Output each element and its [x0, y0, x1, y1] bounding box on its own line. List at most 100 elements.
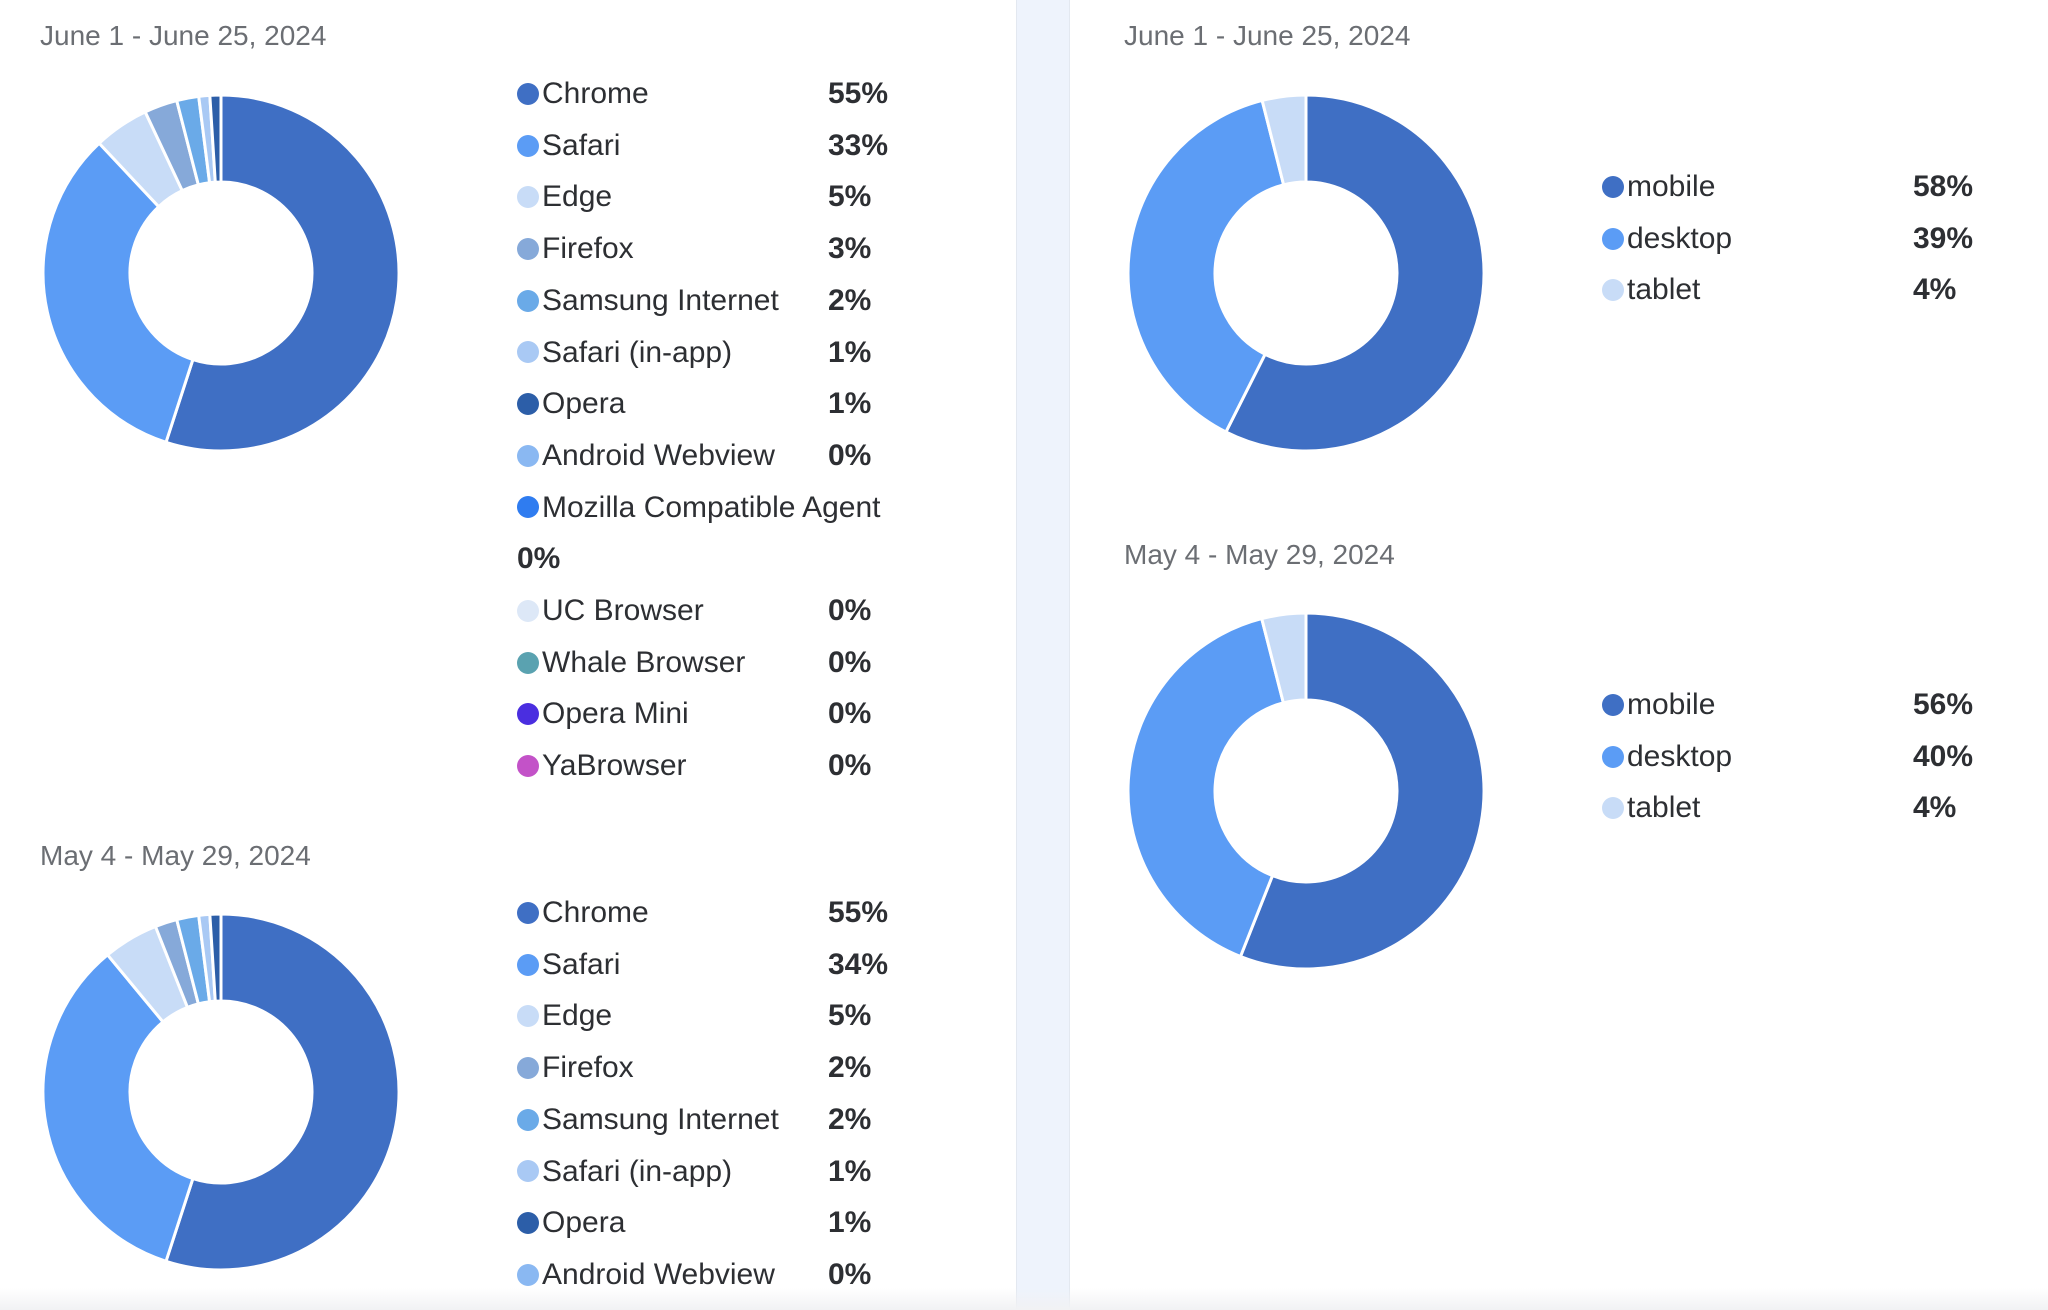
legend-label: Samsung Internet	[542, 1102, 779, 1136]
legend-percent: 0%	[828, 697, 872, 731]
slice-mobile[interactable]	[1238, 611, 1486, 971]
legend-item-opera-mini[interactable]: Opera Mini 0%	[517, 688, 917, 740]
legend-label: Safari (in-app)	[542, 1154, 733, 1188]
legend-item-opera[interactable]: Opera 1%	[517, 1197, 917, 1249]
slice-chrome[interactable]	[164, 912, 401, 1272]
legend-label: Firefox	[542, 1051, 634, 1085]
legend-item-firefox[interactable]: Firefox 3%	[517, 223, 917, 275]
legend-label: Edge	[542, 999, 613, 1033]
chart-legend: mobile 56% desktop 40% tablet 4%	[1602, 679, 1973, 834]
legend-label: desktop	[1627, 739, 1733, 773]
legend-percent: 34%	[828, 947, 889, 981]
chart-date-range: June 1 - June 25, 2024	[1124, 20, 1411, 51]
legend-dot-icon	[517, 393, 539, 416]
chart-legend: mobile 58% desktop 39% tablet 4%	[1602, 161, 1973, 316]
legend-item-safari[interactable]: Safari 33%	[517, 120, 917, 172]
legend-dot-icon	[517, 289, 539, 312]
legend-label: mobile	[1627, 688, 1716, 721]
legend-label: UC Browser	[542, 594, 704, 628]
legend-percent: 2%	[828, 283, 872, 317]
legend-dot-icon	[517, 341, 539, 364]
donut-chart	[41, 93, 401, 453]
legend-item-uc-browser[interactable]: UC Browser 0%	[517, 585, 917, 637]
legend-dot-icon	[517, 134, 539, 157]
chart-legend: Chrome 55% Safari 33% Edge 5% Firefox 3% Samsung…	[517, 68, 917, 792]
legend-item-mobile[interactable]: mobile 58%	[1602, 161, 1973, 213]
legend-item-samsung-internet[interactable]: Samsung Internet 2%	[517, 275, 917, 327]
legend-dot-icon	[517, 1160, 539, 1183]
legend-dot-icon	[1602, 175, 1624, 198]
legend-percent: 4%	[1913, 273, 1957, 307]
legend-label: Opera	[542, 1206, 626, 1240]
legend-item-firefox[interactable]: Firefox 2%	[517, 1042, 917, 1094]
legend-dot-icon	[517, 237, 539, 260]
legend-label: Opera	[542, 387, 626, 421]
legend-label: Safari	[542, 128, 621, 162]
slice-desktop[interactable]	[1126, 616, 1286, 959]
legend-dot-icon	[517, 901, 539, 924]
legend-label: tablet	[1627, 273, 1701, 307]
slice-tablet[interactable]	[1260, 93, 1308, 187]
legend-dot-icon	[1602, 693, 1624, 716]
slice-opera[interactable]	[208, 93, 223, 184]
slice-mobile[interactable]	[1223, 93, 1486, 453]
legend-percent: 0%	[828, 749, 872, 783]
legend-item-chrome[interactable]: Chrome 55%	[517, 68, 917, 120]
legend-label: Chrome	[542, 77, 649, 110]
slice-opera[interactable]	[208, 912, 223, 1003]
slice-safari[interactable]	[41, 141, 195, 445]
legend-item-android-webview[interactable]: Android Webview 0%	[517, 430, 917, 482]
legend-item-mobile[interactable]: mobile 56%	[1602, 679, 1973, 731]
legend-item-chrome[interactable]: Chrome 55%	[517, 887, 917, 939]
legend-percent: 40%	[1913, 739, 1974, 773]
chart-date-range: June 1 - June 25, 2024	[40, 20, 327, 51]
slice-tablet[interactable]	[1259, 611, 1308, 705]
legend-item-tablet[interactable]: tablet 4%	[1602, 264, 1973, 316]
legend-item-edge[interactable]: Edge 5%	[517, 990, 917, 1042]
legend-item-desktop[interactable]: desktop 40%	[1602, 731, 1973, 783]
legend-dot-icon	[517, 1212, 539, 1235]
legend-dot-icon	[517, 186, 539, 209]
legend-dot-icon	[517, 1056, 539, 1079]
legend-label: Firefox	[542, 232, 634, 266]
legend-label: tablet	[1627, 791, 1701, 825]
legend-item-safari-in-app[interactable]: Safari (in-app) 1%	[517, 1146, 917, 1198]
legend-item-whale-browser[interactable]: Whale Browser 0%	[517, 637, 917, 689]
legend-label: Whale Browser	[542, 645, 746, 679]
legend-label: Chrome	[542, 896, 649, 929]
legend-dot-icon	[1602, 279, 1624, 302]
bottom-fade	[0, 1288, 2048, 1310]
legend-item-yabrowser[interactable]: YaBrowser 0%	[517, 740, 917, 792]
slice-desktop[interactable]	[1126, 98, 1286, 434]
slice-safari[interactable]	[41, 952, 195, 1264]
legend-dot-icon	[517, 703, 539, 726]
legend-percent: 56%	[1913, 688, 1974, 721]
chart-date-range: May 4 - May 29, 2024	[40, 840, 311, 871]
legend-percent: 4%	[1913, 791, 1957, 825]
legend-item-safari-in-app[interactable]: Safari (in-app) 1%	[517, 327, 917, 379]
legend-item-mozilla-compatible-agent[interactable]: Mozilla Compatible Agent 0%	[517, 482, 917, 585]
legend-item-desktop[interactable]: desktop 39%	[1602, 213, 1973, 265]
legend-item-tablet[interactable]: tablet 4%	[1602, 782, 1973, 834]
legend-percent: 1%	[828, 387, 872, 421]
legend-percent: 55%	[828, 77, 889, 110]
chart-date-range: May 4 - May 29, 2024	[1124, 539, 1395, 570]
slice-chrome[interactable]	[164, 93, 401, 453]
legend-dot-icon	[517, 496, 539, 519]
legend-item-safari[interactable]: Safari 34%	[517, 939, 917, 991]
legend-dot-icon	[517, 953, 539, 976]
legend-dot-icon	[517, 599, 539, 622]
legend-percent: 0%	[828, 438, 872, 472]
legend-item-opera[interactable]: Opera 1%	[517, 378, 917, 430]
legend-item-samsung-internet[interactable]: Samsung Internet 2%	[517, 1094, 917, 1146]
legend-item-android-webview[interactable]: Android Webview 0%	[517, 1249, 917, 1301]
legend-dot-icon	[1602, 745, 1624, 768]
legend-label: desktop	[1627, 221, 1733, 255]
legend-item-edge[interactable]: Edge 5%	[517, 171, 917, 223]
legend-dot-icon	[517, 82, 539, 105]
legend-dot-icon	[517, 754, 539, 777]
legend-percent: 1%	[828, 1154, 872, 1188]
legend-label: Opera Mini	[542, 697, 689, 731]
panel-divider	[1016, 0, 1070, 1310]
legend-percent: 55%	[828, 896, 889, 929]
